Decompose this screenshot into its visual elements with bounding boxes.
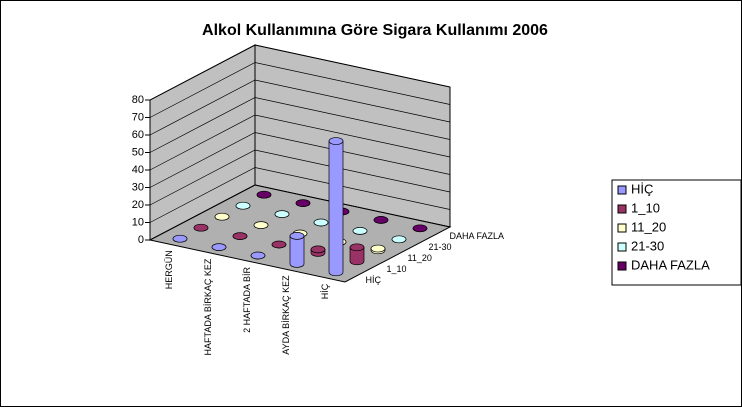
- x-tick-label: 2 HAFTADA BİR: [242, 267, 252, 333]
- cylinder: [328, 137, 344, 277]
- y-tick-label: 30: [132, 181, 144, 193]
- cylinder-top: [310, 245, 326, 254]
- legend-swatch: [617, 242, 627, 252]
- cylinder-top: [253, 221, 269, 229]
- cylinder: [172, 234, 188, 243]
- cylinder: [412, 224, 428, 233]
- cylinder-top: [193, 223, 209, 232]
- depth-tick-label: 11_20: [408, 253, 432, 263]
- cylinder-body: [328, 140, 344, 277]
- y-tick-label: 10: [132, 216, 144, 228]
- legend-swatch: [617, 261, 627, 271]
- chart-title: Alkol Kullanımına Göre Sigara Kullanımı …: [202, 22, 548, 39]
- cylinder-top: [274, 210, 290, 218]
- y-tick-label: 70: [132, 111, 144, 123]
- legend-label: DAHA FAZLA: [631, 257, 710, 272]
- cylinder: [373, 216, 389, 224]
- y-tick-label: 80: [132, 94, 144, 106]
- grid-line: [149, 62, 451, 118]
- cylinder: [232, 232, 248, 240]
- cylinder: [271, 240, 287, 249]
- cylinder-top: [172, 234, 188, 243]
- cylinder: [289, 232, 305, 268]
- cylinder-top: [313, 218, 329, 227]
- cylinder-top: [295, 199, 311, 207]
- cylinder: [370, 244, 386, 255]
- depth-tick-label: 21-30: [429, 242, 452, 252]
- cylinder: [352, 227, 368, 235]
- cylinder-top: [232, 232, 248, 240]
- cylinder: [253, 221, 269, 229]
- cylinder: [295, 199, 311, 207]
- cylinder-top: [289, 232, 305, 240]
- cylinder-top: [373, 216, 389, 224]
- cylinder-top: [250, 251, 266, 260]
- legend-swatch: [617, 223, 627, 233]
- cylinder-top: [412, 224, 428, 233]
- grid-line: [149, 97, 451, 153]
- legend-label: HİÇ: [631, 181, 653, 196]
- cylinder: [256, 190, 272, 199]
- depth-tick-label: 1_10: [387, 264, 407, 274]
- x-tick-label: AYDA BİRKAÇ KEZ: [281, 275, 291, 355]
- cylinder-body: [349, 246, 365, 266]
- legend-swatch: [617, 185, 627, 195]
- depth-tick-label: HİÇ: [366, 275, 382, 285]
- cylinder-top: [352, 227, 368, 235]
- cylinder-top: [328, 137, 344, 145]
- cylinder: [313, 218, 329, 227]
- y-tick-label: 0: [138, 234, 144, 246]
- cylinder: [349, 243, 365, 266]
- y-tick-label: 20: [132, 199, 144, 211]
- legend-swatch: [617, 204, 627, 214]
- grid-line: [149, 149, 451, 206]
- cylinder: [250, 251, 266, 260]
- x-tick-label: HAFTADA BİRKAÇ KEZ: [203, 258, 213, 355]
- cylinder-top: [349, 243, 365, 252]
- cylinder: [193, 223, 209, 232]
- y-tick-label: 60: [132, 129, 144, 141]
- cylinder-top: [211, 243, 227, 251]
- legend-label: 1_10: [631, 200, 660, 215]
- legend-label: 11_20: [631, 219, 666, 234]
- cylinder-body: [289, 235, 305, 268]
- legend-box: [611, 179, 742, 286]
- y-tick-label: 40: [132, 164, 144, 176]
- cylinder: [211, 243, 227, 251]
- grid-line: [149, 114, 451, 171]
- cylinder: [235, 201, 251, 210]
- grid-line: [149, 184, 451, 241]
- y-tick-label: 50: [132, 146, 144, 158]
- cylinder-top: [271, 240, 287, 249]
- cylinder-top: [214, 212, 230, 221]
- grid-line: [149, 44, 451, 101]
- grid-line: [149, 132, 451, 188]
- grid-line: [149, 79, 451, 136]
- cylinder: [310, 245, 326, 257]
- x-tick-label: HİÇ: [320, 283, 330, 299]
- cylinder: [391, 235, 407, 244]
- cylinder: [274, 210, 290, 218]
- cylinder-top: [235, 201, 251, 210]
- grid-line: [149, 167, 451, 223]
- cylinder: [214, 212, 230, 221]
- legend-label: 21-30: [631, 238, 664, 253]
- x-tick-label: HERGÜN: [164, 250, 174, 289]
- cylinder-top: [391, 235, 407, 244]
- cylinder-top: [370, 244, 386, 253]
- cylinder-top: [256, 190, 272, 199]
- depth-tick-label: DAHA FAZLA: [450, 231, 505, 241]
